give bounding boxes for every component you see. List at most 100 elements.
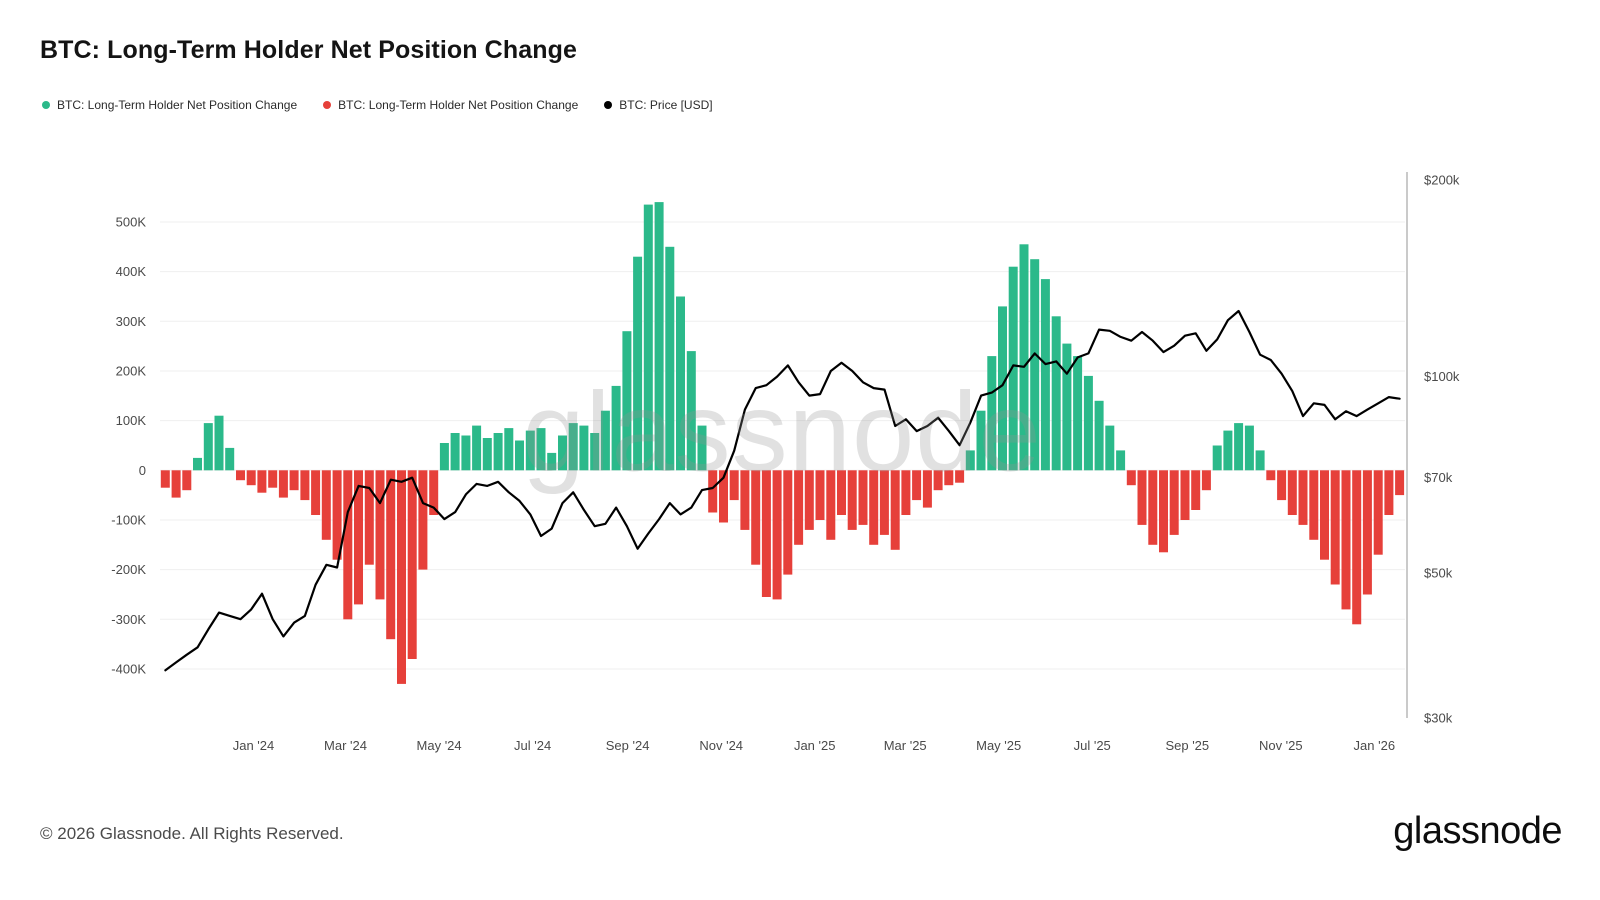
right-axis-labels: $200k $100k $70k $50k $30k: [1424, 173, 1460, 726]
net-change-bar: [933, 470, 943, 491]
svg-text:300K: 300K: [116, 314, 147, 329]
net-change-bar: [278, 470, 288, 498]
copyright-text: © 2026 Glassnode. All Rights Reserved.: [40, 824, 344, 843]
net-change-bar: [826, 470, 836, 540]
price-line[interactable]: [164, 309, 1401, 672]
net-change-bar: [1352, 470, 1362, 625]
net-change-bar: [461, 435, 471, 471]
svg-text:Nov '25: Nov '25: [1259, 738, 1303, 753]
net-change-bar: [504, 428, 514, 471]
svg-text:-400K: -400K: [111, 661, 146, 676]
legend-item-net-change-negative[interactable]: BTC: Long-Term Holder Net Position Chang…: [323, 98, 578, 112]
net-change-bar: [332, 470, 342, 560]
net-change-bar: [1255, 450, 1265, 471]
net-change-bar: [837, 470, 846, 515]
svg-text:Nov '24: Nov '24: [699, 738, 743, 753]
net-change-bar: [1008, 266, 1018, 471]
net-change-bar: [536, 428, 546, 471]
net-change-bar: [236, 470, 245, 481]
svg-text:May '24: May '24: [417, 738, 462, 753]
svg-text:0: 0: [139, 463, 146, 478]
net-change-bar: [1266, 470, 1276, 481]
net-change-bar: [1362, 470, 1372, 595]
chart-legend: BTC: Long-Term Holder Net Position Chang…: [42, 98, 713, 112]
net-change-bar: [654, 202, 664, 471]
net-change-bar: [1298, 470, 1308, 525]
net-change-bar: [343, 470, 353, 620]
net-change-bar: [858, 470, 868, 525]
svg-text:May '25: May '25: [976, 738, 1021, 753]
net-change-bar: [482, 438, 492, 471]
net-change-bar: [890, 470, 900, 550]
svg-text:400K: 400K: [116, 264, 147, 279]
net-change-bar: [1395, 470, 1405, 496]
net-change-bar: [1083, 375, 1093, 471]
net-change-bar: [472, 425, 482, 471]
net-change-bar: [686, 351, 696, 471]
legend-item-price[interactable]: BTC: Price [USD]: [604, 98, 713, 112]
legend-label: BTC: Long-Term Holder Net Position Chang…: [57, 98, 298, 112]
net-change-bar: [1137, 470, 1147, 525]
net-change-bar: [429, 470, 439, 515]
net-change-bar: [257, 470, 267, 493]
x-axis-labels: Jan '24 Mar '24 May '24 Jul '24 Sep '24 Nov '…: [233, 738, 1395, 753]
net-change-bar: [321, 470, 331, 540]
net-change-bar: [901, 470, 911, 515]
net-change-bar: [1341, 470, 1351, 610]
net-change-bar: [976, 410, 986, 471]
net-change-bar: [1277, 470, 1287, 501]
net-change-bar: [1201, 470, 1211, 491]
net-change-bar: [397, 470, 406, 684]
svg-text:$70k: $70k: [1424, 470, 1453, 485]
net-change-bar: [719, 470, 728, 523]
svg-text:Jan '25: Jan '25: [794, 738, 836, 753]
net-change-bar: [740, 470, 750, 530]
svg-text:$200k: $200k: [1424, 173, 1460, 188]
svg-text:100K: 100K: [116, 413, 147, 428]
svg-text:Mar '25: Mar '25: [884, 738, 927, 753]
svg-text:$30k: $30k: [1424, 711, 1453, 726]
chart-plot-area[interactable]: [160, 170, 1405, 718]
net-change-bar: [1384, 470, 1394, 515]
net-change-bar: [1116, 450, 1126, 471]
svg-text:Jul '24: Jul '24: [514, 738, 551, 753]
net-change-bar: [794, 470, 804, 545]
net-change-bar: [1030, 259, 1040, 471]
net-position-bars[interactable]: [160, 202, 1405, 684]
net-change-bar: [525, 430, 535, 471]
net-change-bar: [987, 356, 997, 471]
net-change-bar: [600, 410, 610, 471]
net-change-bar: [1287, 470, 1297, 515]
svg-text:Mar '24: Mar '24: [324, 738, 367, 753]
net-change-bar: [912, 470, 922, 501]
net-change-bar: [203, 423, 213, 471]
net-change-bar: [1169, 470, 1179, 535]
legend-dot-red-icon: [323, 101, 332, 109]
net-change-bar: [590, 433, 600, 471]
net-change-bar: [547, 452, 557, 471]
net-change-bar: [182, 470, 192, 491]
net-change-bar: [171, 470, 181, 498]
net-change-bar: [193, 457, 202, 471]
legend-item-net-change-positive[interactable]: BTC: Long-Term Holder Net Position Chang…: [42, 98, 297, 112]
net-change-bar: [1309, 470, 1319, 540]
net-change-bar: [751, 470, 761, 565]
legend-dot-green-icon: [42, 101, 50, 109]
net-change-bar: [1105, 425, 1115, 471]
net-change-bar: [665, 246, 675, 471]
net-change-bar: [418, 470, 428, 570]
svg-text:$50k: $50k: [1424, 566, 1453, 581]
net-change-bar: [1234, 423, 1244, 471]
net-change-bar: [1330, 470, 1340, 585]
glassnode-logo[interactable]: glassnode: [1393, 810, 1562, 852]
net-change-bar: [815, 470, 825, 520]
net-change-bar: [965, 450, 975, 471]
net-change-bar: [1148, 470, 1158, 545]
net-change-bar: [611, 385, 621, 471]
legend-dot-black-icon: [604, 101, 613, 109]
net-change-bar: [1094, 400, 1104, 471]
net-change-bar: [354, 470, 363, 605]
svg-text:Sep '25: Sep '25: [1165, 738, 1209, 753]
net-change-bar: [1159, 470, 1168, 553]
